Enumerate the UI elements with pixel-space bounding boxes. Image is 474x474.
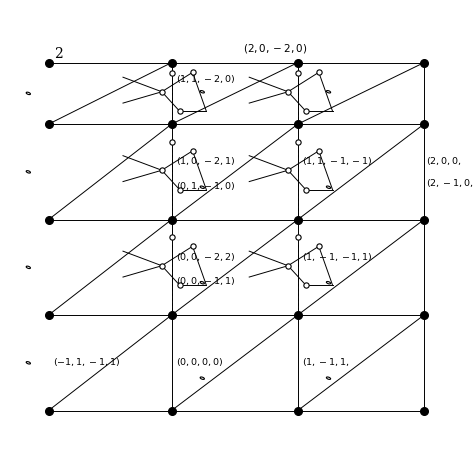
Text: $(1, -1, -1, 1)$: $(1, -1, -1, 1)$	[302, 251, 373, 263]
Text: $(2, -1, 0,$: $(2, -1, 0,$	[427, 177, 474, 189]
Text: 2: 2	[54, 47, 63, 61]
Text: $(0, 0, -1, 1)$: $(0, 0, -1, 1)$	[175, 275, 235, 287]
Text: $(0, 0, 0, 0)$: $(0, 0, 0, 0)$	[175, 356, 223, 368]
Text: $(2, 0, -2, 0)$: $(2, 0, -2, 0)$	[243, 42, 307, 55]
Text: $(0, 0, -2, 2)$: $(0, 0, -2, 2)$	[175, 251, 235, 263]
Text: $(1, 1, -2, 0)$: $(1, 1, -2, 0)$	[175, 73, 235, 85]
Text: $(0, 1, -1, 0)$: $(0, 1, -1, 0)$	[175, 180, 235, 191]
Text: $(1, -1, 1,$: $(1, -1, 1,$	[302, 356, 349, 368]
Text: $(1, 1, -1, -1)$: $(1, 1, -1, -1)$	[302, 155, 373, 167]
Text: $(1, 0, -2, 1)$: $(1, 0, -2, 1)$	[175, 155, 235, 167]
Text: $(2, 0, 0,$: $(2, 0, 0,$	[427, 155, 462, 167]
Text: $(-1, 1, -1, 1)$: $(-1, 1, -1, 1)$	[53, 356, 119, 368]
